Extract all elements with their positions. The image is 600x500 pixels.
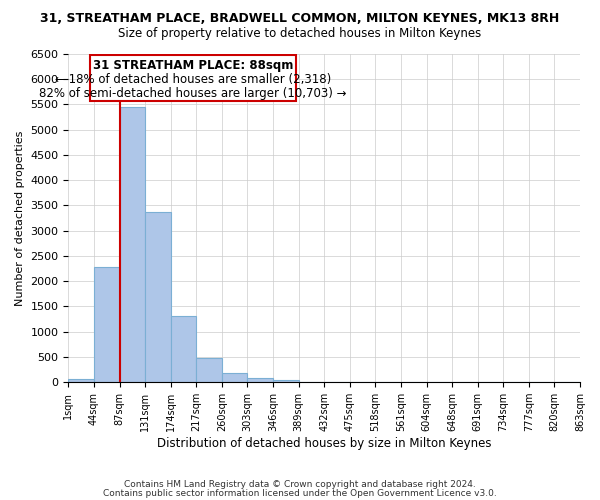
Bar — [145, 212, 171, 382]
Bar — [247, 378, 273, 382]
Text: 31 STREATHAM PLACE: 88sqm: 31 STREATHAM PLACE: 88sqm — [93, 59, 293, 72]
X-axis label: Distribution of detached houses by size in Milton Keynes: Distribution of detached houses by size … — [157, 437, 491, 450]
Text: Contains HM Land Registry data © Crown copyright and database right 2024.: Contains HM Land Registry data © Crown c… — [124, 480, 476, 489]
Y-axis label: Number of detached properties: Number of detached properties — [15, 130, 25, 306]
Bar — [273, 380, 299, 382]
Bar — [222, 373, 247, 382]
Text: Size of property relative to detached houses in Milton Keynes: Size of property relative to detached ho… — [118, 28, 482, 40]
Text: 31, STREATHAM PLACE, BRADWELL COMMON, MILTON KEYNES, MK13 8RH: 31, STREATHAM PLACE, BRADWELL COMMON, MI… — [40, 12, 560, 26]
FancyBboxPatch shape — [90, 55, 296, 102]
Text: Contains public sector information licensed under the Open Government Licence v3: Contains public sector information licen… — [103, 488, 497, 498]
Bar — [119, 107, 145, 382]
Bar — [171, 316, 196, 382]
Text: 82% of semi-detached houses are larger (10,703) →: 82% of semi-detached houses are larger (… — [40, 88, 347, 101]
Text: ← 18% of detached houses are smaller (2,318): ← 18% of detached houses are smaller (2,… — [55, 73, 331, 86]
Bar — [94, 267, 119, 382]
Bar — [196, 358, 222, 382]
Bar — [68, 379, 94, 382]
